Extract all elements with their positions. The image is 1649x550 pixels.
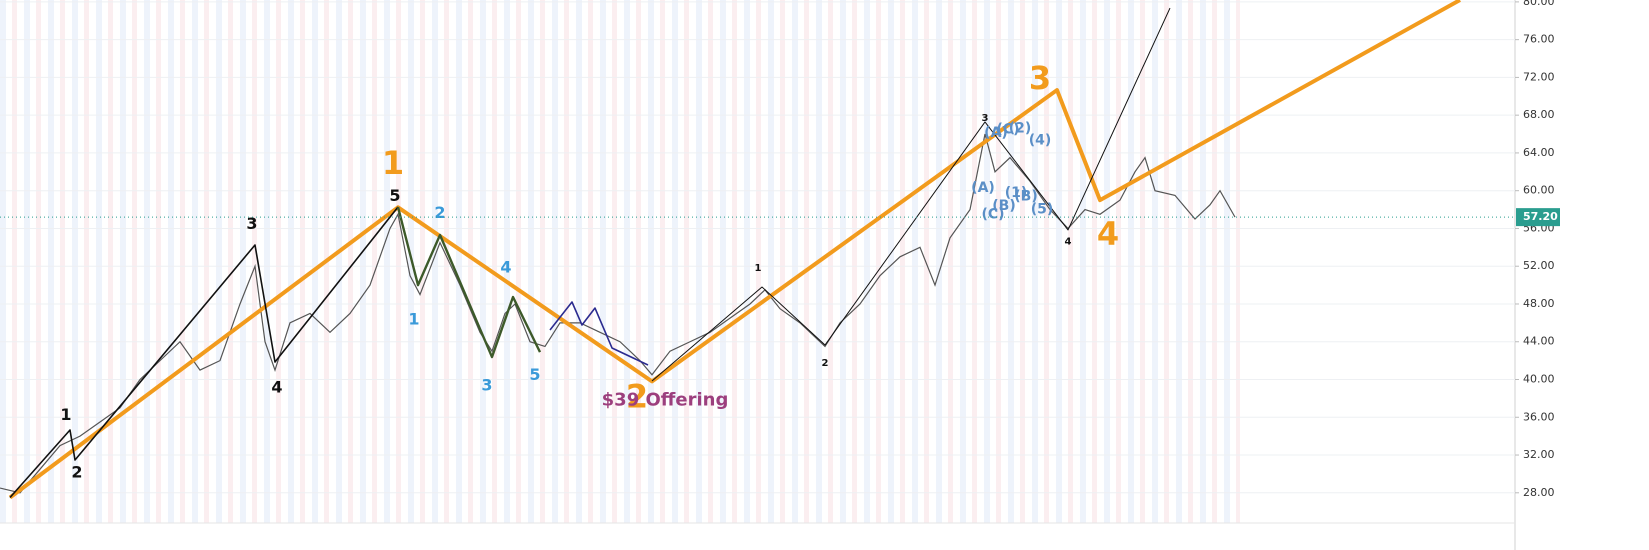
wave-label: 2 [626,377,648,415]
y-tick-label: 80.00 [1523,0,1555,8]
wave-label: (A) [971,180,995,196]
y-tick-label: 28.00 [1523,486,1555,499]
wave-label: (B) [1014,188,1037,204]
wave-label: (2) [1009,120,1032,136]
y-tick-label: 68.00 [1523,108,1555,121]
wave-label: 4 [1065,237,1072,248]
last-price-box [1516,208,1560,227]
wave-label: 4 [1097,215,1119,253]
wave-label: (4) [1029,133,1052,149]
wave-label: 2 [822,358,829,369]
wave-label: 1 [755,263,762,274]
wave-line [549,301,649,366]
wave-line [651,7,1171,382]
wave-label: 2 [71,462,82,481]
wave-label: 3 [1029,59,1051,97]
wave-label: 2 [434,203,445,222]
last-price-label: 57.20 [1523,210,1558,223]
y-tick-label: 36.00 [1523,410,1555,423]
wave-line [9,206,399,499]
wave-label: 4 [271,378,282,397]
y-tick-label: 40.00 [1523,373,1555,386]
y-tick-label: 76.00 [1523,33,1555,46]
wave-label: 3 [246,214,257,233]
wave-label: (C) [996,121,1019,137]
wave-line [8,0,1461,500]
y-tick-label: 52.00 [1523,259,1555,272]
price-line [0,133,1236,494]
y-tick-label: 32.00 [1523,448,1555,461]
wave-label: 1 [408,310,419,329]
wave-label: 5 [529,365,540,384]
y-tick-label: 44.00 [1523,335,1555,348]
wave-label: (A) [984,125,1008,141]
wave-label: (1) [1005,185,1028,201]
wave-label: 1 [382,144,404,182]
wave-label: (B) [992,198,1015,214]
wave-label: 5 [389,186,400,205]
wave-label: 4 [500,258,511,277]
wave-label: $39 Offering [602,389,729,410]
wave-label: 1 [60,405,71,424]
wave-label: (5) [1031,202,1054,218]
y-tick-label: 64.00 [1523,146,1555,159]
wave-label: 3 [982,113,989,124]
wave-label: 3 [481,376,492,395]
wave-label: (C) [981,206,1004,222]
wave-line [396,206,542,359]
y-tick-label: 60.00 [1523,184,1555,197]
y-tick-label: 48.00 [1523,297,1555,310]
session-background [0,0,1240,523]
y-tick-label: 72.00 [1523,70,1555,83]
